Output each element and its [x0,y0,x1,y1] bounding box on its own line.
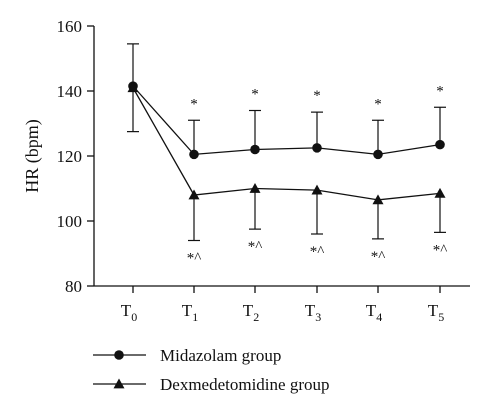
data-point [188,189,200,200]
significance-label: * [436,83,444,99]
x-tick-base: T [243,301,254,320]
data-point [189,149,199,160]
y-axis-title: HR (bpm) [22,119,43,193]
significance-label: *^ [187,251,202,267]
y-tick-label: 160 [57,17,83,36]
significance-label: * [374,96,382,112]
significance-label: * [313,88,321,104]
legend-label: Dexmedetomidine group [160,375,330,394]
y-tick-label: 100 [57,212,83,231]
x-tick-label: T5 [428,301,444,324]
y-tick-label: 140 [57,82,83,101]
significance-label: *^ [371,249,386,265]
x-tick-label: T1 [182,301,198,324]
series-line [132,85,441,156]
x-tick-subscript: 3 [315,310,321,324]
x-tick-base: T [121,301,132,320]
y-tick-label: 120 [57,147,83,166]
x-tick-label: T4 [366,301,382,324]
data-point [250,144,260,155]
series-triangle: *^ *^ *^ *^ *^ [127,82,448,267]
x-tick-subscript: 5 [438,310,444,324]
x-tick-base: T [428,301,439,320]
x-ticks: T0 T1 T2 T3 T4 T5 [121,286,444,324]
significance-label: *^ [248,239,263,255]
data-point [372,194,384,205]
series-line [132,87,441,201]
x-tick-subscript: 2 [253,310,259,324]
significance-label: *^ [310,244,325,260]
x-tick-label: T2 [243,301,259,324]
x-tick-base: T [182,301,193,320]
data-point [249,183,261,193]
x-tick-base: T [366,301,377,320]
data-point [435,139,445,150]
x-tick-subscript: 4 [376,310,382,324]
y-ticks: 80 100 120 140 160 [57,17,94,296]
legend-label: Midazolam group [160,346,281,365]
legend-marker [114,350,124,360]
data-point [312,143,322,153]
data-point [373,149,383,160]
data-point [127,82,139,93]
legend: Midazolam group Dexmedetomidine group [93,346,330,394]
x-tick-subscript: 1 [192,310,198,324]
series-circle: * * * * * [127,43,446,160]
data-point [434,187,446,198]
y-tick-label: 80 [65,277,82,296]
x-tick-subscript: 0 [131,310,137,324]
significance-label: *^ [433,242,448,258]
significance-label: * [190,96,198,112]
plot-area: * * * * * *^ *^ *^ *^ *^ [127,43,448,267]
x-axis: T0 T1 T2 T3 T4 T5 [94,285,470,324]
data-point [311,184,323,195]
y-axis: HR (bpm) 80 100 120 140 160 [22,17,95,296]
legend-marker [113,378,125,389]
significance-label: * [251,87,259,103]
x-tick-label: T3 [305,301,321,324]
x-tick-label: T0 [121,301,137,324]
x-tick-base: T [305,301,316,320]
